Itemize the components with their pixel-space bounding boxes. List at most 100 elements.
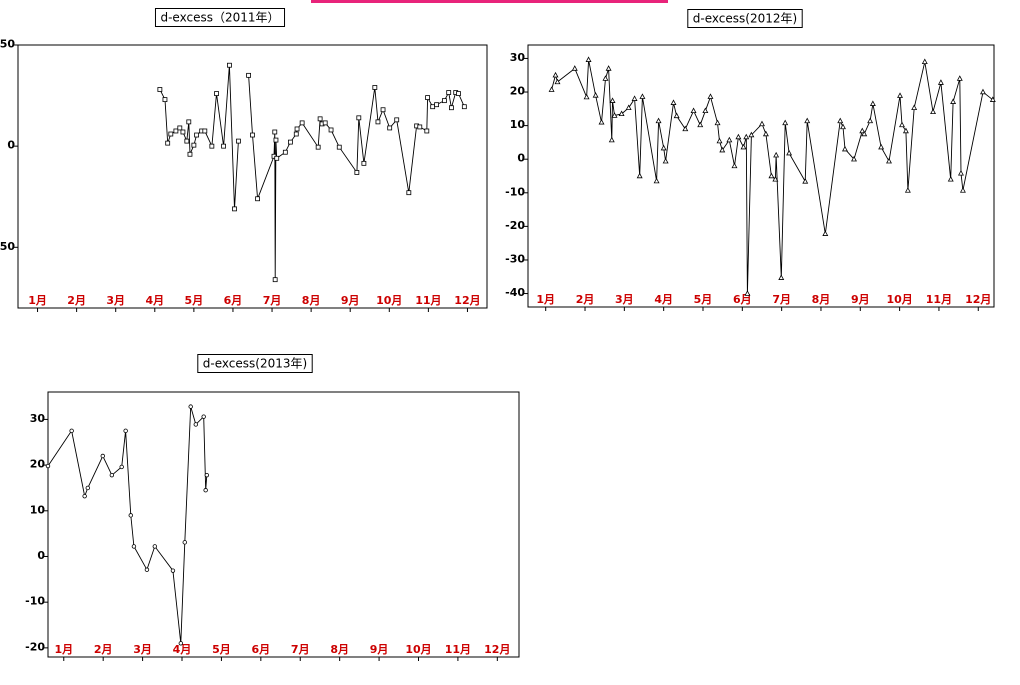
data-point <box>294 126 300 132</box>
data-point <box>406 190 412 196</box>
data-point <box>636 172 643 179</box>
x-tick-label: 6月 <box>224 294 243 307</box>
data-point <box>702 107 709 114</box>
x-tick-label: 11月 <box>926 293 952 306</box>
data-point <box>625 104 632 111</box>
data-point <box>232 206 237 212</box>
data-point <box>417 124 423 130</box>
y-tick-label: 30 <box>510 51 526 64</box>
x-tick-label: 9月 <box>851 293 870 306</box>
data-point <box>322 120 328 126</box>
x-tick-label: 7月 <box>291 643 310 656</box>
x-tick-label: 9月 <box>341 294 360 307</box>
data-point <box>869 100 876 106</box>
data-point <box>356 115 362 121</box>
data-point <box>690 107 697 114</box>
y-tick-label: -20 <box>25 640 45 653</box>
data-point <box>726 136 733 143</box>
data-point <box>372 85 378 90</box>
data-point <box>387 125 393 131</box>
data-point <box>456 91 461 96</box>
data-point <box>449 105 454 111</box>
y-tick-label: -20 <box>505 219 525 232</box>
data-point <box>82 493 87 499</box>
data-point <box>735 133 742 140</box>
x-tick-label: 5月 <box>185 294 204 307</box>
data-point <box>631 95 638 101</box>
data-point <box>227 62 232 68</box>
data-line <box>47 406 208 644</box>
data-point <box>740 143 747 150</box>
data-point <box>947 176 954 182</box>
data-point <box>605 65 612 71</box>
x-tick-label: 3月 <box>106 294 125 307</box>
data-point <box>989 96 996 102</box>
data-point <box>653 177 660 184</box>
y-tick-label: -30 <box>505 252 525 265</box>
y-tick-label: -10 <box>25 595 45 608</box>
y-tick-label: 20 <box>510 85 526 98</box>
data-point <box>128 513 133 518</box>
data-point <box>119 464 124 470</box>
x-tick-label: 12月 <box>484 643 510 656</box>
y-tick-label: -10 <box>505 185 525 198</box>
data-point <box>394 117 400 123</box>
data-point <box>861 130 868 137</box>
y-tick-label: 0 <box>37 549 45 562</box>
data-point <box>902 127 909 134</box>
data-point <box>851 155 857 162</box>
data-point <box>299 120 305 126</box>
data-point <box>773 151 780 158</box>
data-point <box>193 422 199 427</box>
x-tick-label: 3月 <box>615 293 634 306</box>
data-point <box>670 99 677 105</box>
data-point <box>69 428 74 434</box>
data-point <box>170 568 176 573</box>
x-tick-label: 10月 <box>405 643 431 656</box>
y-tick-label: 20 <box>30 458 46 471</box>
data-point <box>897 92 903 98</box>
data-point <box>336 144 342 150</box>
y-tick-label: 30 <box>30 412 46 425</box>
data-point <box>425 95 430 100</box>
x-tick-label: 7月 <box>263 294 282 307</box>
x-tick-label: 9月 <box>370 643 389 656</box>
data-point <box>867 117 874 124</box>
data-point <box>878 143 885 150</box>
data-point <box>441 98 447 104</box>
data-point <box>250 132 255 138</box>
x-tick-label: 4月 <box>654 293 673 306</box>
data-point <box>461 104 467 110</box>
x-tick-label: 5月 <box>212 643 231 656</box>
data-point <box>186 119 192 125</box>
data-point <box>716 137 723 144</box>
x-tick-label: 12月 <box>454 294 480 307</box>
data-point <box>980 88 986 95</box>
data-point <box>886 157 892 164</box>
data-point <box>246 72 251 78</box>
x-tick-label: 2月 <box>576 293 595 306</box>
data-point <box>380 107 386 113</box>
x-tick-label: 10月 <box>376 294 402 307</box>
x-tick-label: 2月 <box>67 294 86 307</box>
data-point <box>768 172 775 179</box>
x-tick-label: 6月 <box>252 643 271 656</box>
data-point <box>802 178 809 184</box>
data-point <box>214 91 219 96</box>
data-point <box>904 187 911 193</box>
data-point <box>585 56 592 62</box>
data-point <box>618 110 625 117</box>
data-point <box>804 117 811 124</box>
title-box <box>154 8 286 27</box>
x-tick-label: 7月 <box>772 293 791 306</box>
data-point <box>837 117 844 124</box>
data-point <box>592 92 599 98</box>
title-box <box>687 9 803 28</box>
x-tick-label: 4月 <box>173 643 192 656</box>
data-point <box>255 196 260 202</box>
data-point <box>608 136 615 143</box>
data-point <box>662 157 669 164</box>
data-point <box>177 125 183 131</box>
data-point <box>446 90 452 95</box>
